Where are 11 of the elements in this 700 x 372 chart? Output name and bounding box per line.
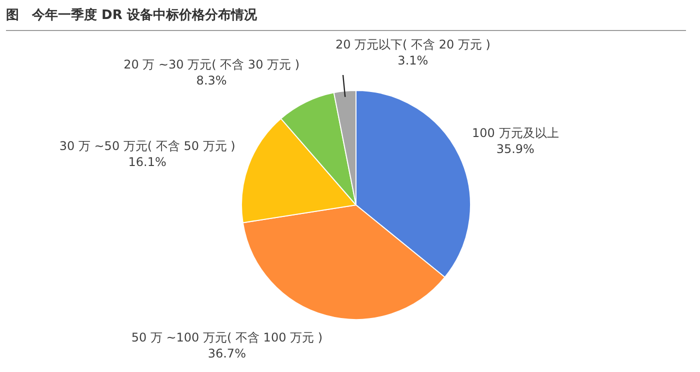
data-label: 16.1% — [128, 154, 166, 169]
data-label: 3.1% — [398, 53, 428, 68]
slice-label: 20 万元以下( 不含 20 万元 ) — [335, 37, 490, 52]
chart-title: 图 今年一季度 DR 设备中标价格分布情况 — [6, 6, 686, 31]
slice-label: 20 万 ~30 万元( 不含 30 万元 ) — [124, 58, 300, 72]
data-label: 36.7% — [208, 346, 246, 361]
data-label: 35.9% — [496, 142, 534, 156]
slice-label: 50 万 ~100 万元( 不含 100 万元 ) — [131, 330, 323, 345]
data-label: 8.3% — [196, 74, 227, 88]
slice-label: 30 万 ~50 万元( 不含 50 万元 ) — [59, 138, 236, 153]
slice-label: 100 万元及以上 — [472, 126, 559, 140]
